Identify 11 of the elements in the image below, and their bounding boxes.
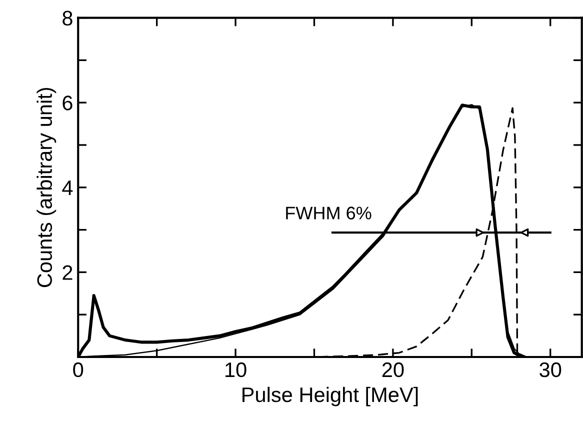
y-tick-label: 2 (62, 265, 72, 280)
x-tick-label: 10 (226, 362, 246, 378)
x-tick-label: 0 (73, 362, 84, 378)
y-tick-label: 8 (62, 10, 72, 26)
annotation: FWHM 6% (286, 206, 372, 220)
y-tick-label: 6 (62, 96, 72, 110)
x-tick-label: 30 (540, 362, 562, 378)
x-tick-label: 20 (382, 362, 404, 378)
x-axis-title: Pulse Height [MeV] (242, 386, 418, 406)
y-axis-title: Counts (arbitrary unit) (36, 88, 56, 288)
y-tick-label: 4 (62, 180, 73, 195)
